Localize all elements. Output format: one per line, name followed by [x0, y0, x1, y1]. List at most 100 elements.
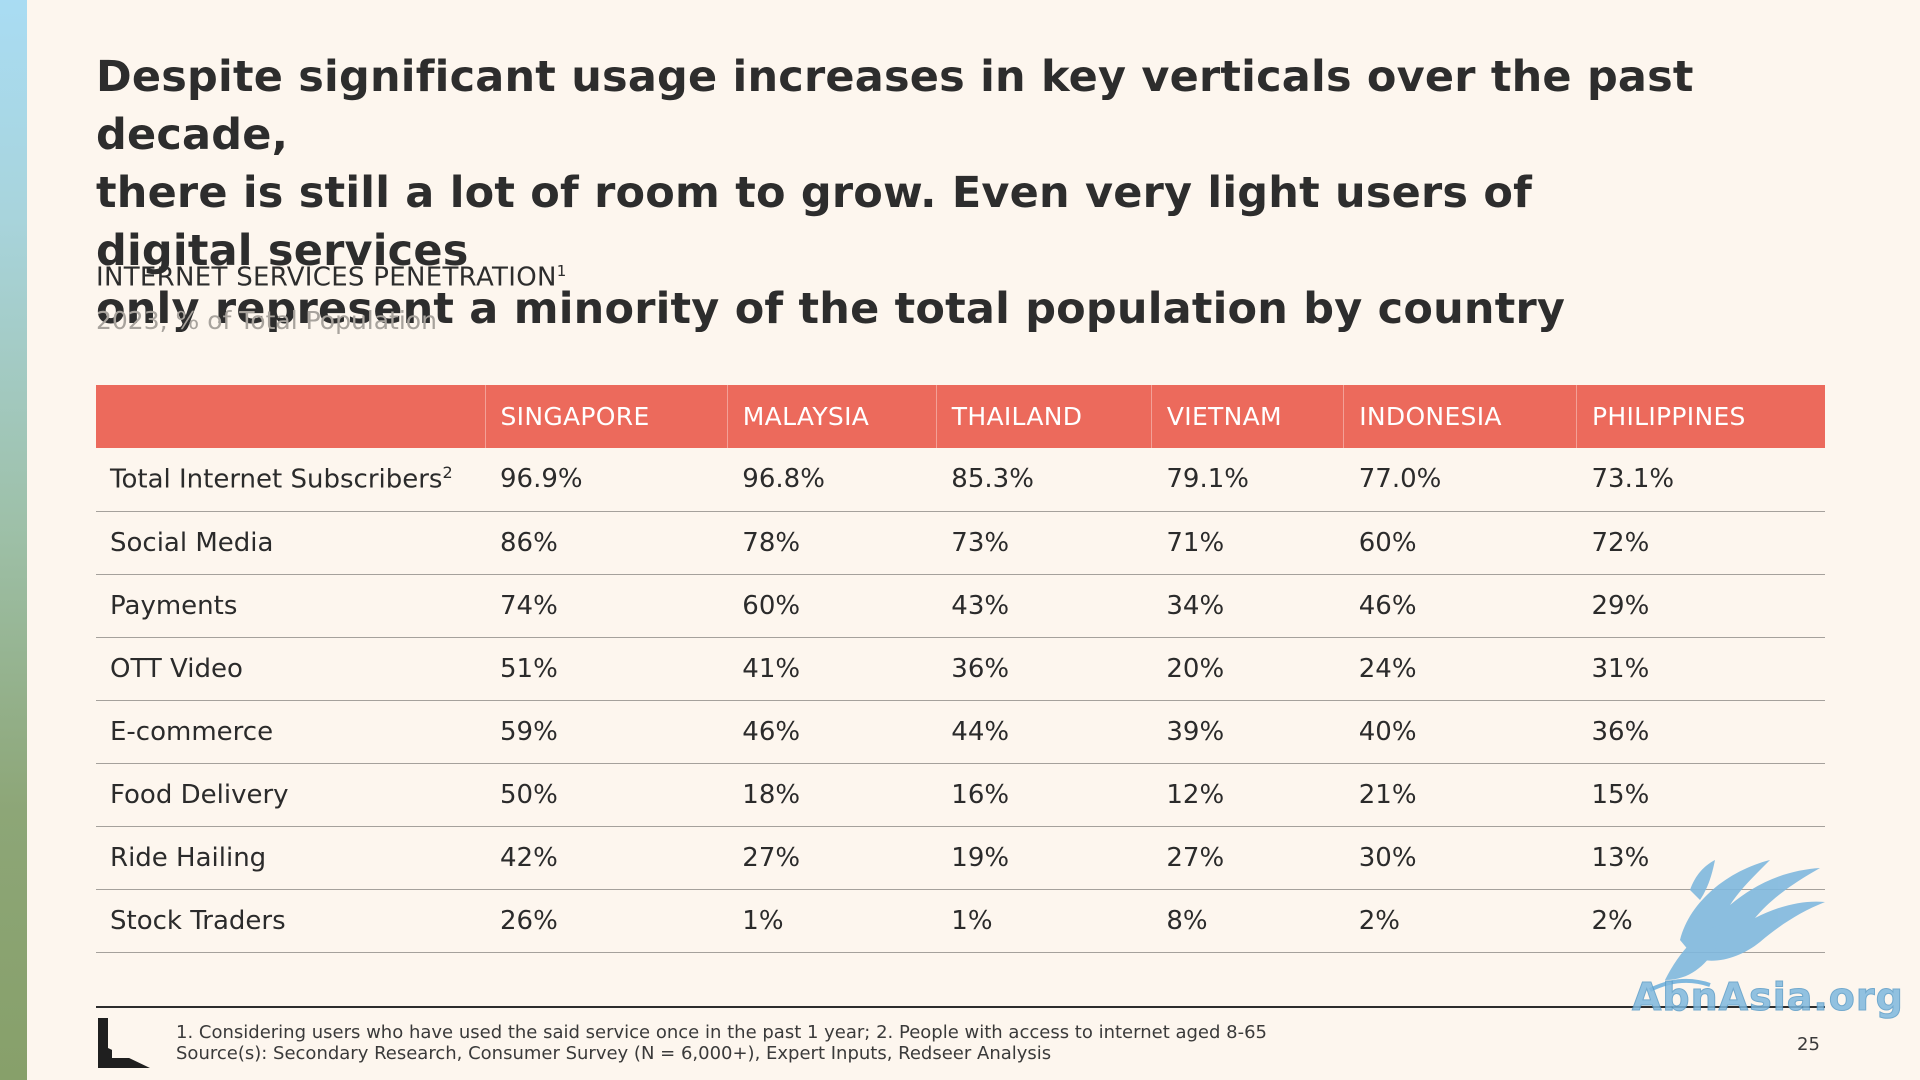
- table-cell: 51%: [500, 653, 558, 684]
- headline-line-3: only represent a minority of the total p…: [96, 284, 1566, 334]
- table-title-footnote-ref: 1: [556, 262, 567, 280]
- table-cell: 60%: [742, 590, 801, 621]
- table-cell: 59%: [500, 716, 558, 747]
- table-cell: 18%: [742, 779, 801, 810]
- table-cell: 42%: [500, 842, 558, 873]
- table-cell: 72%: [1591, 527, 1650, 558]
- table-cell: 71%: [1166, 527, 1225, 558]
- table-cell: 44%: [951, 716, 1010, 747]
- table-row: Food Delivery 50% 18% 16% 12% 21% 15%: [96, 763, 1825, 826]
- watermark-text: AbnAsia.org: [1632, 975, 1904, 1020]
- redseer-logo-icon: [98, 1018, 150, 1068]
- row-label: OTT Video: [96, 637, 485, 700]
- table-cell: 1%: [951, 905, 993, 936]
- row-label: Stock Traders: [96, 889, 485, 952]
- table-row: Payments 74% 60% 43% 34% 46% 29%: [96, 574, 1825, 637]
- table-cell: 40%: [1358, 716, 1417, 747]
- row-label: Payments: [96, 574, 485, 637]
- row-label: Food Delivery: [96, 763, 485, 826]
- footnote-text: 1. Considering users who have used the s…: [176, 1022, 1268, 1043]
- table-cell: 31%: [1591, 653, 1650, 684]
- header-cell-thailand: THAILAND: [935, 385, 1152, 448]
- penetration-table: SINGAPORE MALAYSIA THAILAND VIETNAM INDONESI…: [96, 385, 1825, 953]
- table-cell: 16%: [951, 779, 1010, 810]
- table-cell: 77.0%: [1358, 464, 1442, 495]
- row-label-text: Payments: [110, 590, 238, 621]
- header-cell-blank: [96, 385, 485, 448]
- slide-headline: Despite significant usage increases in k…: [96, 48, 1696, 338]
- table-cell: 2%: [1591, 905, 1633, 936]
- table-cell: 43%: [951, 590, 1010, 621]
- table-cell: 2%: [1358, 905, 1400, 936]
- table-cell: 27%: [1166, 842, 1225, 873]
- table-cell: 30%: [1358, 842, 1417, 873]
- footnotes: 1. Considering users who have used the s…: [176, 1022, 1267, 1064]
- table-cell: 39%: [1166, 716, 1225, 747]
- row-label-text: OTT Video: [110, 653, 243, 684]
- table-cell: 34%: [1166, 590, 1225, 621]
- headline-line-1: Despite significant usage increases in k…: [96, 52, 1694, 160]
- table-cell: 73%: [951, 527, 1010, 558]
- row-label: E-commerce: [96, 700, 485, 763]
- table-cell: 73.1%: [1591, 464, 1675, 495]
- table-cell: 27%: [742, 842, 801, 873]
- row-label-text: Food Delivery: [110, 779, 289, 810]
- table-cell: 60%: [1358, 527, 1417, 558]
- table-cell: 46%: [742, 716, 801, 747]
- table-cell: 12%: [1166, 779, 1225, 810]
- table-cell: 46%: [1358, 590, 1417, 621]
- header-cell-philippines: PHILIPPINES: [1575, 385, 1825, 448]
- table-cell: 79.1%: [1166, 464, 1249, 495]
- table-header: SINGAPORE MALAYSIA THAILAND VIETNAM INDONESI…: [96, 385, 1825, 448]
- header-cell-singapore: SINGAPORE: [484, 385, 728, 448]
- table-cell: 15%: [1591, 779, 1650, 810]
- table-cell: 8%: [1166, 905, 1208, 936]
- table-cell: 26%: [500, 905, 558, 936]
- table-row: OTT Video 51% 41% 36% 20% 24% 31%: [96, 637, 1825, 700]
- footer-divider: [96, 1006, 1825, 1008]
- table-cell: 50%: [500, 779, 558, 810]
- table-title-text: INTERNET SERVICES PENETRATION: [96, 262, 557, 293]
- table-cell: 78%: [742, 527, 801, 558]
- table-row: Social Media 86% 78% 73% 71% 60% 72%: [96, 511, 1825, 574]
- row-label-text: Social Media: [110, 527, 274, 558]
- table-cell: 86%: [500, 527, 558, 558]
- page-number: 25: [1797, 1034, 1820, 1055]
- row-label-footnote-ref: 2: [442, 463, 453, 483]
- table-cell: 41%: [742, 653, 801, 684]
- table-cell: 36%: [951, 653, 1010, 684]
- table-cell: 20%: [1166, 653, 1225, 684]
- edge-gradient-stripe: [0, 0, 27, 1080]
- table-cell: 19%: [951, 842, 1010, 873]
- row-label-text: E-commerce: [110, 716, 274, 747]
- table-cell: 29%: [1591, 590, 1650, 621]
- table-header-row: SINGAPORE MALAYSIA THAILAND VIETNAM INDONESI…: [96, 385, 1825, 448]
- row-label: Ride Hailing: [96, 826, 485, 889]
- table-subtitle: 2023, % of Total Population: [96, 306, 437, 335]
- row-label-text: Stock Traders: [110, 905, 286, 936]
- header-cell-malaysia: MALAYSIA: [726, 385, 937, 448]
- headline-line-2: there is still a lot of room to grow. Ev…: [96, 168, 1532, 276]
- table-cell: 24%: [1358, 653, 1417, 684]
- table-title: INTERNET SERVICES PENETRATION1: [96, 262, 567, 293]
- header-cell-indonesia: INDONESIA: [1343, 385, 1577, 448]
- table-cell: 96.9%: [500, 464, 583, 495]
- table-cell: 13%: [1591, 842, 1650, 873]
- table-body: Total Internet Subscribers2 96.9% 96.8% 85.…: [96, 448, 1825, 952]
- table-row: Ride Hailing 42% 27% 19% 27% 30% 13%: [96, 826, 1825, 889]
- row-label: Total Internet Subscribers2: [96, 448, 485, 511]
- table-cell: 36%: [1591, 716, 1650, 747]
- table-cell: 21%: [1358, 779, 1417, 810]
- source-text: Source(s): Secondary Research, Consumer …: [176, 1043, 1052, 1064]
- table-cell: 96.8%: [742, 464, 825, 495]
- table-cell: 1%: [742, 905, 784, 936]
- table-row: Total Internet Subscribers2 96.9% 96.8% 85.…: [96, 448, 1825, 511]
- row-label: Social Media: [96, 511, 485, 574]
- table-row: E-commerce 59% 46% 44% 39% 40% 36%: [96, 700, 1825, 763]
- row-label-text: Ride Hailing: [110, 842, 267, 873]
- table-cell: 85.3%: [951, 464, 1034, 495]
- row-label-text: Total Internet Subscribers: [110, 465, 443, 496]
- header-cell-vietnam: VIETNAM: [1150, 385, 1344, 448]
- table-row: Stock Traders 26% 1% 1% 8% 2% 2%: [96, 889, 1825, 952]
